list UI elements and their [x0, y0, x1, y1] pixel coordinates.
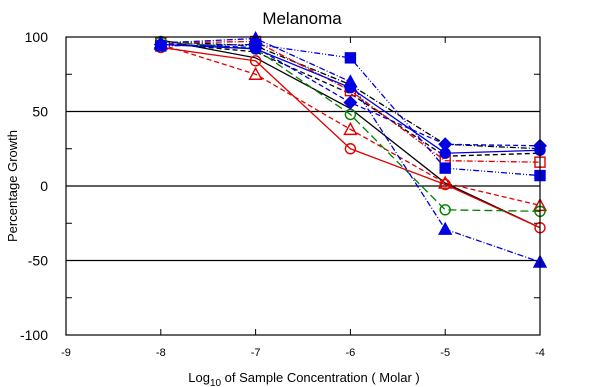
y-tick-label: 50: [32, 104, 48, 120]
data-point: [439, 162, 451, 174]
x-tick-label: -4: [535, 347, 545, 359]
series-line: [160, 40, 541, 150]
x-axis-label-suffix: of Sample Concentration ( Molar ): [221, 370, 420, 385]
data-series: [153, 31, 548, 268]
data-point: [249, 43, 262, 55]
series-line: [160, 40, 541, 212]
reference-lines: [66, 110, 540, 262]
x-tick-label: -6: [346, 347, 356, 359]
series-group: [160, 40, 541, 150]
data-point: [248, 66, 263, 80]
series-group: [153, 31, 548, 268]
plot-frame: [65, 36, 541, 336]
data-point: [438, 175, 453, 189]
x-axis-label-prefix: Log: [188, 370, 210, 385]
chart-title: Melanoma: [262, 9, 342, 28]
x-tick-label: -8: [156, 347, 166, 359]
x-axis-label: Log10 of Sample Concentration ( Molar ): [188, 370, 420, 387]
axis-tick-labels: -9 -8 -7 -6 -5 -4 100 50 0 -50 -100: [20, 29, 545, 359]
series-line: [160, 42, 541, 157]
series-line: [160, 46, 541, 229]
data-point: [249, 55, 262, 67]
y-tick-label: 0: [40, 178, 48, 194]
x-tick-label: -9: [61, 347, 71, 359]
series-group: [155, 41, 546, 234]
x-axis-label-subscript: 10: [210, 378, 222, 387]
data-point: [343, 95, 358, 110]
y-tick-label: 100: [25, 29, 49, 45]
x-tick-label: -5: [440, 347, 450, 359]
series-group: [155, 38, 546, 159]
series-line: [160, 43, 541, 207]
series-line: [160, 37, 541, 263]
data-point: [439, 204, 451, 216]
data-point: [343, 121, 358, 136]
data-point: [344, 143, 357, 155]
data-point: [155, 38, 167, 51]
data-point: [438, 221, 453, 235]
series-group: [153, 36, 548, 212]
data-point: [439, 147, 451, 159]
series-group: [160, 42, 541, 157]
data-point: [344, 81, 357, 94]
data-point: [344, 52, 357, 64]
y-tick-label: -100: [20, 327, 48, 343]
x-tick-label: -7: [251, 347, 261, 359]
y-tick-label: -50: [28, 253, 48, 269]
y-axis-label: Percentage Growth: [5, 130, 20, 242]
